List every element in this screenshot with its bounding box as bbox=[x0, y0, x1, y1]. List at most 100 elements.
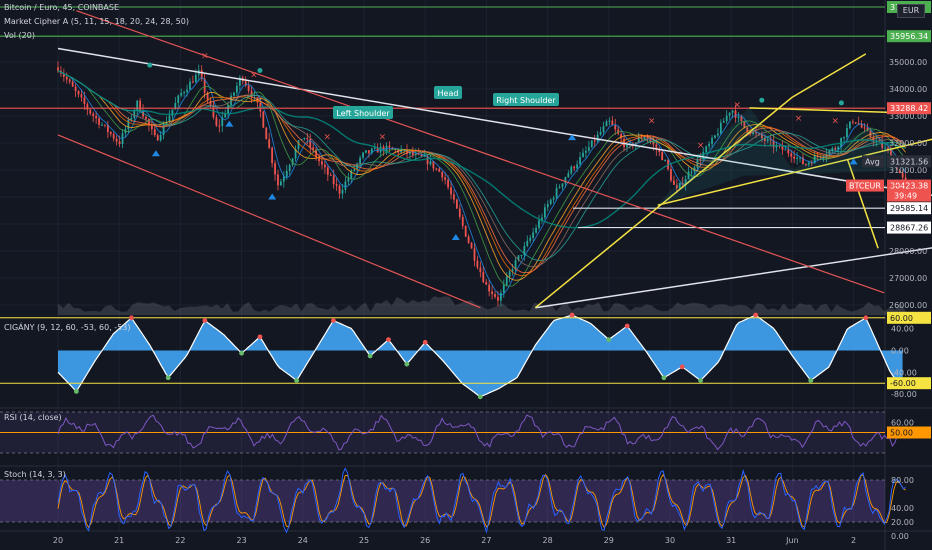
candle-body bbox=[690, 171, 693, 173]
rsi-pane bbox=[0, 411, 906, 454]
candle-body bbox=[362, 152, 364, 158]
signal-markers: × × × × × × × × × bbox=[147, 52, 858, 240]
price-axis[interactable]: 35000.00 34000.00 33000.00 32000.00 31000.00… bbox=[846, 1, 931, 541]
price-tick-label: 27000.00 bbox=[889, 274, 927, 283]
candle-body bbox=[901, 173, 904, 178]
time-tick-label: 2 bbox=[851, 536, 856, 545]
chart-labels: Left Shoulder Head Right Shoulder bbox=[333, 86, 559, 119]
candle-body bbox=[227, 105, 230, 114]
symbol-legend[interactable]: Bitcoin / Euro, 45, COINBASE bbox=[4, 3, 120, 12]
time-tick-label: 31 bbox=[726, 536, 736, 545]
candle-body bbox=[485, 281, 488, 285]
candle-body bbox=[332, 175, 335, 185]
candle-body bbox=[549, 199, 552, 205]
annotation-box bbox=[434, 86, 462, 99]
candle-body bbox=[218, 125, 221, 127]
candle-body bbox=[323, 164, 326, 168]
candle-body bbox=[491, 291, 493, 295]
candle-body bbox=[447, 179, 449, 188]
candle-body bbox=[365, 150, 367, 153]
avg-label: Avg bbox=[865, 157, 880, 166]
candle-body bbox=[458, 208, 461, 217]
candle-body bbox=[702, 152, 705, 160]
candle-body bbox=[752, 132, 755, 134]
candle-body bbox=[705, 146, 708, 153]
candle-body bbox=[118, 141, 121, 145]
candle-body bbox=[699, 158, 702, 160]
candle-body bbox=[139, 100, 142, 111]
candle-body bbox=[209, 100, 212, 107]
sell-cross-marker: × bbox=[648, 117, 656, 127]
candle-body bbox=[649, 138, 652, 142]
candle-body bbox=[646, 136, 649, 139]
candle-body bbox=[664, 160, 667, 162]
sell-cross-marker: × bbox=[201, 52, 209, 62]
candle-body bbox=[318, 157, 320, 162]
candle-body bbox=[92, 113, 95, 116]
candle-body bbox=[180, 93, 183, 96]
cigany-tick-label: -40.00 bbox=[891, 368, 917, 377]
candle-body bbox=[212, 106, 215, 118]
avg-label-bg bbox=[862, 155, 884, 168]
candle-body bbox=[344, 181, 347, 190]
stoch-legend[interactable]: Stoch (14, 3, 3) bbox=[4, 470, 66, 479]
candle-body bbox=[461, 216, 464, 226]
candle-body bbox=[189, 81, 191, 90]
candle-body bbox=[221, 117, 224, 126]
candle-body bbox=[68, 79, 71, 82]
price-tick-label: 28000.00 bbox=[889, 247, 927, 256]
rsi-legend[interactable]: RSI (14, close) bbox=[4, 413, 62, 422]
volume-legend[interactable]: Vol (20) bbox=[4, 31, 35, 40]
time-tick-label: 25 bbox=[359, 536, 369, 545]
cigany-peak-dot bbox=[386, 337, 391, 342]
candle-body bbox=[488, 284, 491, 292]
rsi-level-tag-bg bbox=[887, 426, 931, 439]
currency-button[interactable]: EUR bbox=[897, 4, 925, 18]
candle-body bbox=[136, 100, 139, 111]
price-tag-level-2-bg bbox=[887, 221, 931, 234]
sell-cross-marker: × bbox=[250, 71, 258, 81]
candle-body bbox=[350, 170, 353, 179]
price-tick-label: 33000.00 bbox=[889, 112, 927, 121]
signal-dot bbox=[257, 68, 263, 73]
candle-body bbox=[805, 164, 807, 166]
candle-body bbox=[285, 170, 288, 177]
buy-triangle-marker bbox=[451, 234, 460, 240]
candle-body bbox=[186, 89, 188, 92]
cigany-trough-dot bbox=[606, 337, 612, 342]
chart-drawings[interactable] bbox=[0, 6, 932, 309]
candle-body bbox=[174, 102, 177, 110]
candle-body bbox=[429, 161, 432, 165]
market-cipher-legend[interactable]: Market Cipher A (5, 11, 15, 18, 20, 24, … bbox=[4, 17, 189, 26]
time-axis[interactable]: 20 21 22 23 24 25 26 27 28 29 30 31 Jun 2 bbox=[53, 536, 856, 545]
candle-body bbox=[898, 169, 901, 174]
candle-body bbox=[200, 70, 203, 79]
trendline-yellow bbox=[792, 53, 867, 98]
rsi-line bbox=[57, 414, 906, 451]
candle-body bbox=[787, 149, 790, 154]
candle-body bbox=[555, 187, 558, 198]
annotation-label: Left Shoulder bbox=[336, 109, 390, 118]
candle-body bbox=[109, 132, 112, 134]
candle-body bbox=[230, 95, 232, 106]
candle-body bbox=[825, 154, 828, 157]
candle-body bbox=[353, 169, 356, 171]
candle-body bbox=[626, 144, 628, 148]
candle-body bbox=[130, 118, 133, 120]
candle-body bbox=[543, 207, 546, 218]
candle-body bbox=[83, 97, 86, 105]
candle-body bbox=[884, 147, 886, 149]
candle-body bbox=[156, 135, 159, 141]
cigany-legend[interactable]: CIGÁNY (9, 12, 60, -53, 60, -53) bbox=[4, 323, 131, 332]
time-tick-label: 22 bbox=[175, 536, 185, 545]
buy-triangle-marker bbox=[268, 193, 277, 200]
rsi-level-tag: 50.00 bbox=[890, 429, 913, 438]
candle-body bbox=[291, 158, 294, 165]
cigany-peak-dot bbox=[129, 315, 134, 321]
candle-body bbox=[684, 179, 687, 186]
candle-body bbox=[341, 189, 344, 194]
candle-body bbox=[444, 177, 447, 180]
price-tag-level-2: 28867.26 bbox=[890, 224, 928, 233]
candle-body bbox=[854, 122, 857, 124]
